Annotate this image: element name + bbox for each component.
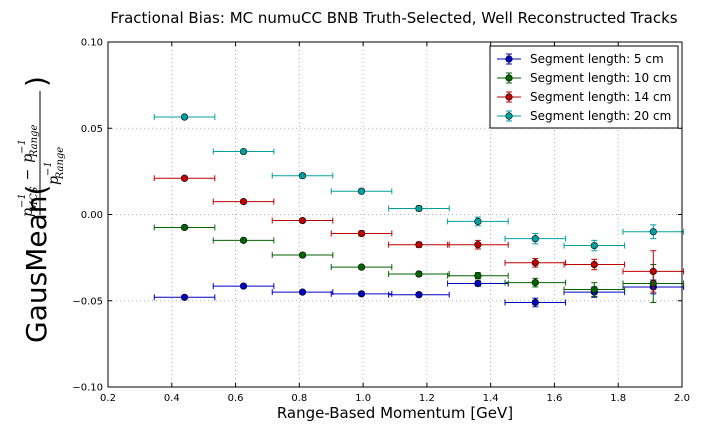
y-label-num-minus: − <box>20 169 36 181</box>
grid <box>108 42 682 387</box>
y-label-den-exp: −1 <box>43 161 54 176</box>
y-label-suffix: ) <box>20 76 53 87</box>
y-tick-label: −0.05 <box>72 296 103 307</box>
x-axis-label: Range-Based Momentum [GeV] <box>277 404 513 422</box>
data-point <box>649 267 657 276</box>
y-axis-label: GausMean( p−1MCS−p−1Range p−1Range ) <box>17 76 66 343</box>
svg-text:GausMean(: GausMean( <box>20 185 53 343</box>
data-point <box>298 288 307 296</box>
data-point <box>590 260 598 269</box>
series-3 <box>153 174 685 293</box>
x-tick-label: 1.2 <box>419 393 435 404</box>
legend-marker <box>505 74 513 82</box>
data-point <box>239 197 248 206</box>
svg-text:p−1MCS−p−1Range: p−1MCS−p−1Range <box>17 125 40 217</box>
legend-entry-2: Segment length: 10 cm <box>497 71 671 85</box>
data-point <box>531 279 539 287</box>
data-point <box>180 293 189 301</box>
y-label-num-sub2: Range <box>29 125 40 159</box>
data-point <box>531 235 539 243</box>
y-label-num-exp1: −1 <box>17 193 28 208</box>
y-tick-label: 0.10 <box>81 38 103 49</box>
x-tick-label: 0.6 <box>228 393 244 404</box>
legend-entry-1: Segment length: 5 cm <box>497 52 664 66</box>
svg-text:): ) <box>20 76 53 87</box>
legend-marker <box>505 112 513 120</box>
y-label-num-exp2: −1 <box>17 139 28 154</box>
y-label-num-sub1: MCS <box>29 186 40 212</box>
legend-label: Segment length: 20 cm <box>530 109 671 123</box>
legend-label: Segment length: 10 cm <box>530 71 671 85</box>
series-4 <box>153 113 685 252</box>
data-point <box>357 290 366 298</box>
svg-text:p−1Range: p−1Range <box>43 147 66 185</box>
data-point <box>239 236 248 244</box>
data-point <box>298 216 307 225</box>
data-point <box>590 285 598 294</box>
x-tick-label: 0.8 <box>291 393 307 404</box>
data-point <box>239 147 248 156</box>
data-point <box>474 279 482 288</box>
x-tick-label: 0.2 <box>100 393 116 404</box>
data-point <box>415 291 423 299</box>
legend-marker <box>505 55 513 63</box>
data-point <box>180 223 189 232</box>
x-tick-label: 1.0 <box>355 393 371 404</box>
data-point <box>357 229 366 238</box>
data-point <box>649 228 657 236</box>
legend-label: Segment length: 5 cm <box>530 52 664 66</box>
legend-box <box>489 45 679 129</box>
x-tick-label: 1.6 <box>546 393 562 404</box>
data-point <box>239 282 248 290</box>
chart-title: Fractional Bias: MC numuCC BNB Truth-Sel… <box>110 9 677 27</box>
legend-marker <box>505 93 513 101</box>
y-label-prefix: GausMean( <box>20 185 53 343</box>
data-point <box>415 270 423 278</box>
y-label-den-sub: Range <box>55 147 66 181</box>
data-point <box>357 187 366 195</box>
data-point <box>531 298 539 307</box>
x-tick-label: 1.4 <box>483 393 499 404</box>
y-tick-label: 0.05 <box>81 124 103 135</box>
data-point <box>180 113 189 121</box>
series-2 <box>153 223 685 303</box>
legend-entry-3: Segment length: 14 cm <box>497 90 671 104</box>
data-point <box>474 272 482 280</box>
series-1 <box>153 279 685 308</box>
data-point <box>531 259 539 267</box>
legend-label: Segment length: 14 cm <box>530 90 671 104</box>
plot-frame <box>107 41 683 388</box>
data-point <box>357 263 366 271</box>
x-tick-label: 1.8 <box>610 393 626 404</box>
y-label-num-p: p <box>20 208 36 217</box>
data-point <box>415 241 423 249</box>
y-tick-label: 0.00 <box>81 210 103 221</box>
data-point <box>474 241 482 249</box>
legend: Segment length: 5 cm Segment length: 10 c… <box>489 45 679 129</box>
series-layer <box>153 113 685 308</box>
y-label-den-p: p <box>46 176 62 185</box>
y-label-num-p2: p <box>20 154 36 163</box>
data-point <box>298 172 307 180</box>
data-point <box>298 251 307 259</box>
legend-entry-4: Segment length: 20 cm <box>497 109 671 123</box>
data-point <box>590 241 598 250</box>
data-point <box>474 217 482 225</box>
x-tick-label: 0.4 <box>164 393 180 404</box>
y-tick-label: −0.10 <box>72 383 103 394</box>
data-point <box>180 174 189 182</box>
data-point <box>415 204 423 213</box>
x-tick-label: 2.0 <box>674 393 690 404</box>
